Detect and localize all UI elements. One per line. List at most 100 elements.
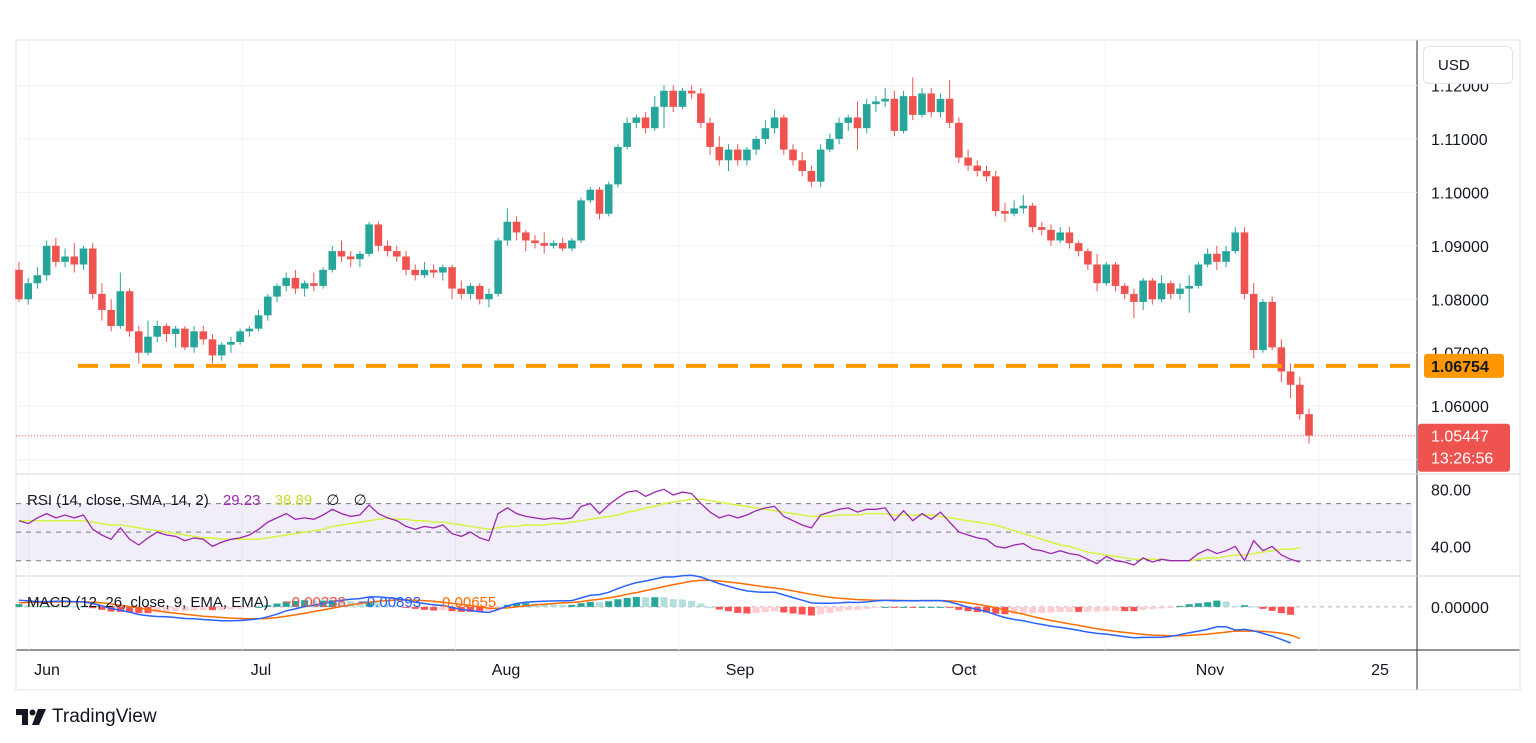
tradingview-logo[interactable]: TradingView (16, 704, 157, 730)
candle (1295, 376, 1304, 420)
candle (743, 146, 751, 166)
candle-body (577, 200, 585, 241)
candle-body (835, 122, 843, 139)
time-tick-label: Aug (492, 662, 520, 679)
macd-histogram-bar (1148, 606, 1156, 610)
macd-histogram-bar (697, 603, 705, 607)
macd-histogram-bar (1047, 606, 1055, 613)
macd-histogram-bar (420, 606, 428, 610)
candle-body (687, 90, 696, 94)
rsi-legend[interactable]: RSI (14, close, SMA, 14, 2) 29.23 38.89 … (27, 492, 367, 509)
macd-histogram-bar (936, 606, 944, 608)
candle-body (844, 117, 853, 123)
candle-body (531, 240, 539, 244)
candle-body (1148, 280, 1157, 300)
candle-body (374, 224, 383, 246)
macd-histogram-bar (927, 606, 935, 608)
candle (263, 293, 272, 321)
candle-body (770, 117, 779, 129)
macd-histogram-bar (264, 605, 272, 607)
macd-legend[interactable]: MACD (12, 26, close, 9, EMA, EMA) −0.002… (27, 594, 496, 611)
currency-selector[interactable]: USD (1423, 46, 1513, 84)
candle-body (881, 98, 889, 102)
candle (798, 152, 807, 177)
candle (1194, 261, 1203, 289)
macd-histogram-bar (181, 606, 189, 612)
candle-body (973, 165, 982, 171)
candle (485, 288, 493, 308)
macd-histogram-bar (964, 606, 972, 612)
candle (540, 232, 549, 254)
macd-histogram-bar (540, 603, 548, 607)
macd-histogram-bar (494, 606, 502, 608)
macd-histogram-bar (52, 606, 60, 608)
candle (448, 264, 456, 300)
macd-legend-signal: −0.00655 (433, 594, 496, 611)
macd-histogram-bar (955, 606, 963, 610)
tradingview-icon (16, 709, 46, 725)
candle-body (614, 146, 622, 185)
candle-body (862, 104, 871, 129)
candle-body (1111, 264, 1120, 286)
candle (15, 261, 23, 302)
candle (365, 221, 373, 257)
candle (549, 240, 558, 249)
macd-histogram-bar (1084, 606, 1092, 612)
candle-body (411, 269, 420, 276)
candle-body (457, 288, 466, 294)
macd-histogram-bar (688, 600, 696, 607)
macd-histogram-bar (153, 606, 161, 613)
macd-histogram-bar (70, 606, 78, 608)
candle-body (79, 248, 88, 265)
candle-body (540, 243, 549, 246)
support-price-badge: 1.06754 (1424, 353, 1504, 378)
macd-histogram-bar (826, 606, 834, 613)
candle (1102, 261, 1111, 286)
candle (1286, 363, 1295, 399)
candle-body (328, 251, 337, 270)
macd-histogram-bar (761, 606, 769, 613)
rsi-legend-extra-1: ∅ (326, 492, 339, 509)
chart-frame (15, 39, 1521, 691)
candle (1001, 203, 1009, 222)
macd-histogram-bar (255, 606, 263, 608)
candle-body (236, 331, 244, 343)
candle-body (1268, 301, 1276, 348)
candle-body (816, 149, 825, 182)
candle (337, 240, 346, 262)
candle-body (1130, 293, 1138, 302)
candle-body (42, 245, 51, 276)
candle (1203, 248, 1212, 268)
candle-body (650, 106, 659, 129)
candle-body (623, 122, 631, 147)
candle-body (494, 240, 502, 294)
candle (733, 144, 742, 166)
candle (761, 120, 770, 145)
candle (964, 149, 972, 171)
price-tick-label: 1.08000 (1431, 292, 1489, 309)
candle (512, 216, 521, 241)
candle (374, 221, 383, 252)
candle (531, 235, 539, 249)
macd-histogram-bar (24, 605, 32, 607)
macd-histogram-bar (715, 606, 723, 610)
macd-signal-line (18, 579, 1301, 640)
macd-histogram-bar (522, 603, 530, 607)
candle-body (1176, 288, 1184, 294)
candle (650, 96, 659, 131)
candle (402, 251, 410, 276)
candle (439, 264, 447, 281)
macd-histogram-bar (678, 599, 686, 607)
candle-body (595, 189, 604, 214)
macd-histogram-bar (33, 606, 41, 608)
candle (273, 283, 281, 302)
candle-body (116, 291, 125, 326)
macd-histogram-bar (900, 606, 908, 608)
candle (872, 96, 880, 113)
candle-body (982, 170, 991, 177)
candle-body (171, 328, 180, 335)
candle-body (991, 176, 1000, 212)
candle (245, 325, 254, 337)
macd-histogram-bar (669, 599, 677, 607)
